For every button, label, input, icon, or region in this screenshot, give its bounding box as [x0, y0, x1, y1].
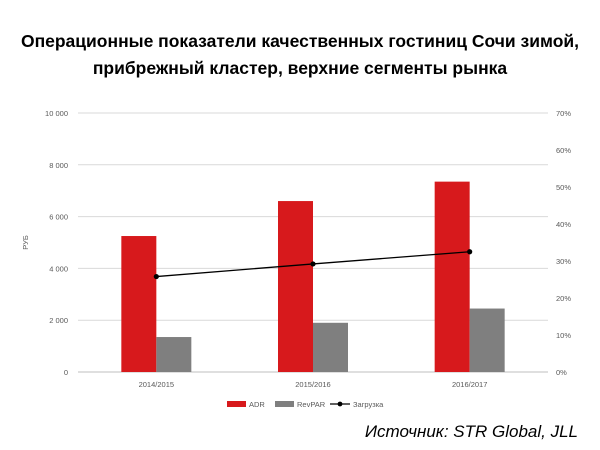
chart-title-line-1: Операционные показатели качественных гос…: [20, 31, 580, 51]
legend-label-revpar: RevPAR: [297, 400, 326, 409]
y-tick-label: 10 000: [45, 109, 68, 118]
y2-tick-label: 0%: [556, 368, 567, 377]
y2-tick-label: 40%: [556, 220, 571, 229]
y2-tick-label: 60%: [556, 146, 571, 155]
legend-marker-load: [337, 401, 343, 407]
y-tick-label: 4 000: [49, 264, 68, 273]
y-tick-label: 0: [64, 368, 68, 377]
legend-swatch-revpar: [275, 401, 294, 407]
y2-tick-label: 10%: [556, 331, 571, 340]
y2-tick-label: 50%: [556, 183, 571, 192]
x-tick-label: 2016/2017: [452, 380, 487, 389]
bar-adr: [278, 201, 313, 372]
line-point: [310, 261, 316, 267]
y-tick-label: 6 000: [49, 213, 68, 222]
legend-label-load: Загрузка: [353, 400, 384, 409]
bar-revpar: [313, 322, 348, 372]
y2-tick-label: 30%: [556, 257, 571, 266]
bar-adr: [121, 236, 157, 372]
chart-title-line-2: прибрежный кластер, верхние сегменты рын…: [92, 58, 508, 78]
line-point: [153, 273, 159, 280]
bar-revpar: [469, 308, 505, 372]
y-tick-label: 8 000: [49, 161, 68, 170]
y-axis-label: РУБ: [21, 235, 30, 250]
bar-revpar: [156, 337, 192, 372]
y-tick-label: 2 000: [49, 316, 68, 325]
source-note: Источник: STR Global, JLL: [364, 422, 578, 441]
x-tick-label: 2014/2015: [139, 380, 174, 389]
bar-adr: [434, 181, 470, 372]
x-tick-label: 2015/2016: [295, 380, 330, 389]
line-point: [467, 249, 473, 255]
chart-title: Операционные показатели качественных гос…: [0, 28, 600, 82]
y2-tick-label: 70%: [556, 109, 571, 118]
y2-tick-label: 20%: [556, 294, 571, 303]
legend-swatch-adr: [227, 401, 246, 407]
legend-label-adr: ADR: [249, 400, 265, 409]
